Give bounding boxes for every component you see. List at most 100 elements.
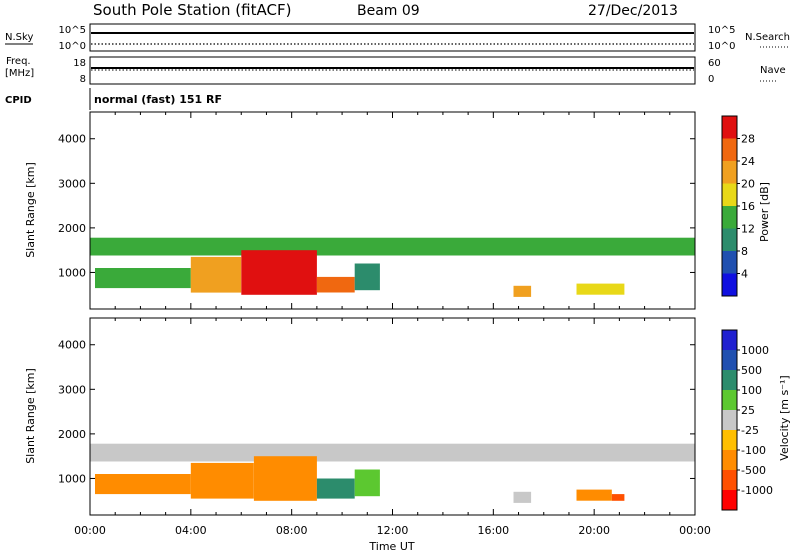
colorbar-swatch <box>722 350 737 370</box>
freq-unit-label: [MHz] <box>5 68 34 79</box>
heatmap-region <box>316 276 355 293</box>
colorbar-tick-label: 500 <box>741 364 762 377</box>
y-tick-label: 4000 <box>58 133 86 146</box>
colorbar-tick-label: 25 <box>741 404 755 417</box>
time-tick-label: 00:00 <box>679 524 711 537</box>
colorbar-tick-label: 28 <box>741 133 755 146</box>
freq-panel: Freq. [MHz] 18 8 60 0 Nave <box>5 56 786 85</box>
colorbar-swatch <box>722 430 737 450</box>
heatmap-region <box>95 268 191 289</box>
cpid-label: CPID <box>5 95 32 106</box>
heatmap-region <box>190 256 242 293</box>
heatmap-region <box>190 462 254 499</box>
velocity-ylabel: Slant Range [km] <box>24 368 37 464</box>
y-tick-label: 3000 <box>58 177 86 190</box>
heatmap-region <box>513 285 532 297</box>
colorbar-swatch <box>722 273 737 296</box>
colorbar-tick-label: 20 <box>741 178 755 191</box>
y-tick-label: 4000 <box>58 339 86 352</box>
colorbar-tick-label: 100 <box>741 384 762 397</box>
heatmap-region <box>576 489 612 501</box>
colorbar-swatch <box>722 228 737 251</box>
colorbar-swatch <box>722 161 737 184</box>
colorbar-swatch <box>722 390 737 410</box>
colorbar-tick-label: 12 <box>741 223 755 236</box>
velocity-axis: 1000 2000 3000 4000 <box>58 318 696 515</box>
time-tick-label: 12:00 <box>377 524 409 537</box>
nsearch-label: N.Search <box>745 32 790 43</box>
colorbar-tick-label: 16 <box>741 200 755 213</box>
nsearch-tick-bottom: 10^0 <box>708 41 735 52</box>
freq-label: Freq. <box>6 56 31 67</box>
velocity-colorbar-label: Velocity [m s⁻¹] <box>778 375 791 460</box>
heatmap-region <box>354 469 380 497</box>
velocity-heatmap <box>90 443 695 503</box>
colorbar-swatch <box>722 116 737 139</box>
colorbar-frame <box>721 329 738 511</box>
power-heatmap <box>90 237 695 297</box>
time-tick-label: 04:00 <box>175 524 207 537</box>
nave-label: Nave <box>760 65 786 76</box>
colorbar-swatch <box>722 138 737 161</box>
cpid-text: normal (fast) 151 RF <box>94 93 222 106</box>
colorbar-tick-label: 4 <box>741 268 748 281</box>
colorbar-swatch <box>722 206 737 229</box>
colorbar-swatch <box>722 410 737 430</box>
time-tick-label: 20:00 <box>578 524 610 537</box>
heatmap-region <box>354 263 380 291</box>
colorbar-swatch <box>722 330 737 350</box>
colorbar-swatch <box>722 251 737 274</box>
y-tick-label: 1000 <box>58 472 86 485</box>
colorbar-swatch <box>722 370 737 390</box>
nsky-panel: N.Sky 10^5 10^0 10^5 10^0 N.Search <box>5 23 790 52</box>
velocity-panel: 1000 2000 3000 4000 Slant Range [km] 1000 50… <box>24 317 791 516</box>
nave-tick-bottom: 0 <box>708 74 714 85</box>
power-colorbar-label: Power [dB] <box>758 182 771 242</box>
heatmap-region <box>513 491 532 503</box>
power-colorbar: 4 8 12 16 20 24 28 <box>721 115 755 297</box>
velocity-colorbar: 1000 500 100 25 -25 -100 -500 -1000 <box>721 329 773 511</box>
freq-tick-bottom: 8 <box>80 74 86 85</box>
colorbar-tick-label: -25 <box>741 424 759 437</box>
heatmap-region <box>611 494 625 501</box>
colorbar-tick-label: -500 <box>741 464 766 477</box>
nsky-tick-bottom: 10^0 <box>59 41 86 52</box>
nsearch-tick-top: 10^5 <box>708 25 735 36</box>
colorbar-tick-label: 24 <box>741 155 755 168</box>
freq-tick-top: 18 <box>73 58 86 69</box>
heatmap-region <box>90 237 695 256</box>
heatmap-region <box>241 250 317 295</box>
colorbar-swatch <box>722 470 737 490</box>
time-axis-label: Time UT <box>368 540 414 553</box>
y-tick-label: 1000 <box>58 266 86 279</box>
cpid-panel: CPID normal (fast) 151 RF <box>5 88 222 110</box>
colorbar-tick-label: 1000 <box>741 344 769 357</box>
colorbar-tick-label: -100 <box>741 444 766 457</box>
heatmap-region <box>253 456 317 501</box>
time-tick-label: 00:00 <box>74 524 106 537</box>
beam-label: Beam 09 <box>357 3 420 19</box>
time-tick-label: 16:00 <box>477 524 509 537</box>
colorbar-swatch <box>722 183 737 206</box>
colorbar-swatch <box>722 450 737 470</box>
y-tick-label: 2000 <box>58 428 86 441</box>
colorbar-tick-label: 8 <box>741 245 748 258</box>
power-axis: 1000 2000 3000 4000 <box>58 112 696 309</box>
heatmap-region <box>90 443 695 462</box>
nsky-tick-top: 10^5 <box>59 25 86 36</box>
y-tick-label: 3000 <box>58 383 86 396</box>
power-panel: 1000 2000 3000 4000 Slant Range [km] 4 8 12 16… <box>24 111 771 310</box>
time-axis: 00:00 04:00 08:00 12:00 16:00 20:00 00:00 <box>74 524 711 537</box>
date-label: 27/Dec/2013 <box>588 3 678 19</box>
heatmap-region <box>95 474 191 495</box>
heatmap-region <box>576 283 625 295</box>
time-tick-label: 08:00 <box>276 524 308 537</box>
nsky-label: N.Sky <box>5 32 33 43</box>
colorbar-swatch <box>722 490 737 510</box>
power-ylabel: Slant Range [km] <box>24 162 37 258</box>
heatmap-region <box>316 478 355 499</box>
nave-tick-top: 60 <box>708 58 721 69</box>
y-tick-label: 2000 <box>58 222 86 235</box>
station-title: South Pole Station (fitACF) <box>93 1 291 19</box>
